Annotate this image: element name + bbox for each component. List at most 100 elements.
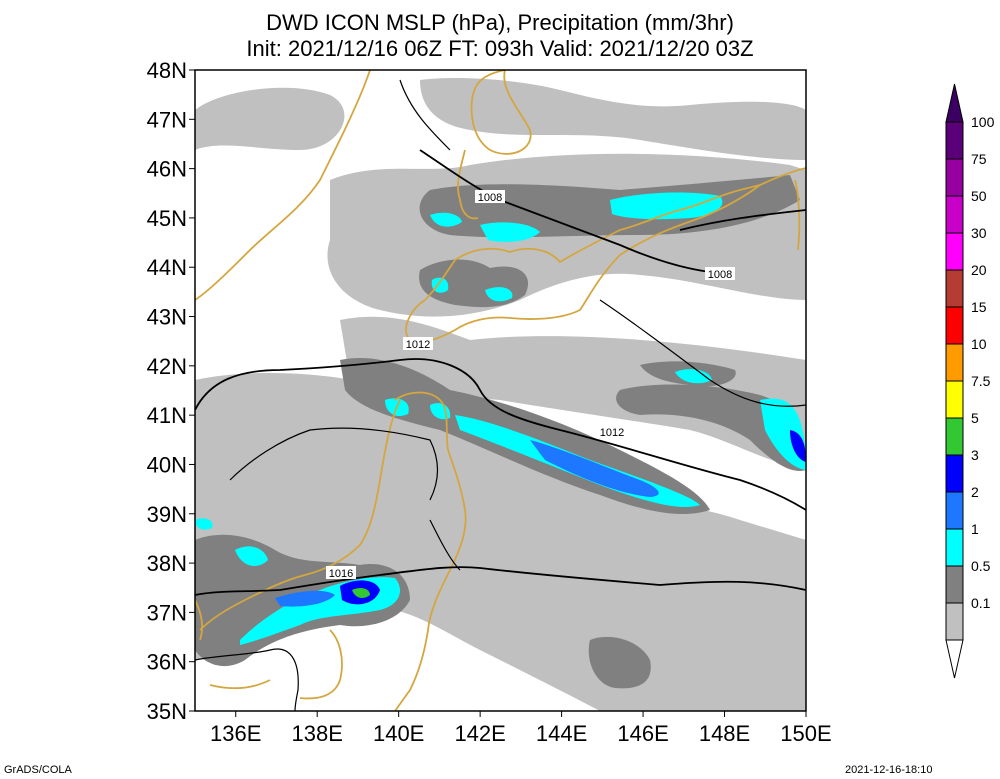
coastline-mainland	[194, 69, 371, 301]
colorbar-swatch	[945, 195, 964, 234]
lat-tick-label: 40N	[147, 452, 187, 477]
precip-area-light	[195, 87, 345, 150]
lat-tick-label: 48N	[147, 58, 187, 83]
coastline-sakhalin-south	[457, 149, 479, 220]
precip-area-cyan	[485, 287, 513, 302]
colorbar-swatch	[945, 491, 964, 530]
map-plot-area: 1008 1008 1012 1012 1016	[194, 69, 807, 712]
map-title: DWD ICON MSLP (hPa), Precipitation (mm/3…	[266, 10, 734, 35]
coastline-korea	[194, 599, 203, 641]
colorbar-label: 5	[971, 410, 979, 426]
footer-credit: GrADS/COLA	[4, 764, 73, 776]
isobar-label-bg	[597, 425, 627, 438]
precip-area-cyan	[480, 222, 540, 242]
precip-area-mid	[419, 175, 800, 238]
lat-tick-label: 46N	[147, 157, 187, 182]
coastline-kuril	[759, 167, 807, 186]
colorbar-swatch	[945, 602, 964, 641]
colorbar-label: 10	[971, 336, 987, 352]
precip-area-mid	[616, 384, 806, 471]
coastline-sakhalin	[470, 69, 532, 155]
isobar-1008	[419, 149, 711, 273]
isobar-layer: 1008 1008 1012 1012 1016	[194, 79, 807, 712]
lat-tick-label: 41N	[147, 403, 187, 428]
coastline-noto	[299, 629, 343, 700]
precip-area-cyan	[430, 212, 462, 227]
isobar-label: 1016	[329, 568, 353, 580]
precip-colorbar: 100 75 50 30 20 15 10 7.5 5 3 2 1 0.5 0.1	[945, 83, 995, 679]
colorbar-swatch	[945, 269, 964, 308]
isobar-1008-east	[679, 209, 807, 231]
lon-tick-label: 144E	[536, 721, 587, 746]
latitude-axis: 48N 47N 46N 45N 44N 43N 42N 41N 40N 39N 38N 37N 36N 3…	[147, 58, 195, 724]
lat-tick-label: 44N	[147, 255, 187, 280]
precip-area-light	[340, 316, 806, 470]
isobar-thin	[229, 427, 439, 501]
colorbar-label: 1	[971, 521, 979, 537]
lon-tick-label: 146E	[617, 721, 668, 746]
lon-tick-label: 136E	[210, 721, 261, 746]
precip-area-blue	[275, 590, 335, 607]
lat-tick-label: 39N	[147, 502, 187, 527]
coastline-honshu-east	[394, 391, 467, 712]
colorbar-swatch	[945, 232, 964, 271]
colorbar-bottom-arrow	[945, 639, 964, 679]
lon-tick-label: 148E	[699, 721, 750, 746]
colorbar-label: 50	[971, 188, 987, 204]
isobar-1016	[194, 566, 807, 596]
precip-area-cyan	[431, 277, 449, 293]
lat-tick-label: 36N	[147, 650, 187, 675]
colorbar-label: 2	[971, 484, 979, 500]
colorbar-swatch	[945, 121, 964, 160]
precip-area-light	[195, 373, 806, 711]
colorbar-swatch	[945, 343, 964, 382]
lat-tick-label: 43N	[147, 305, 187, 330]
colorbar-label: 7.5	[971, 373, 991, 389]
colorbar-label: 75	[971, 151, 987, 167]
colorbar-label: 30	[971, 225, 987, 241]
precip-area-dark-blue	[790, 430, 806, 462]
isobar-thin	[194, 648, 299, 712]
colorbar-swatch	[945, 528, 964, 567]
lat-tick-label: 37N	[147, 600, 187, 625]
colorbar-swatch	[945, 158, 964, 197]
colorbar-swatch	[945, 417, 964, 456]
isobar-label: 1012	[600, 427, 624, 439]
precip-area-cyan	[675, 369, 712, 384]
colorbar-swatch	[945, 454, 964, 493]
isobar-label-bg	[403, 337, 433, 350]
isobar-thin	[599, 299, 807, 407]
precip-area-cyan	[610, 192, 723, 220]
lat-tick-label: 47N	[147, 107, 187, 132]
lat-tick-label: 35N	[147, 699, 187, 724]
precip-area-blue	[530, 440, 659, 497]
isobar-label: 1012	[406, 339, 430, 351]
precip-area-cyan	[760, 398, 806, 470]
lon-tick-label: 142E	[454, 721, 505, 746]
isobar-1012	[194, 358, 807, 511]
isobar-label-bg	[326, 566, 356, 579]
lat-tick-label: 45N	[147, 206, 187, 231]
map-subtitle: Init: 2021/12/16 06Z FT: 093h Valid: 202…	[246, 36, 753, 61]
precip-area-cyan	[195, 518, 213, 530]
precip-area-mid	[588, 636, 651, 689]
precipitation-layer	[195, 78, 806, 711]
lat-tick-label: 42N	[147, 354, 187, 379]
lon-tick-label: 150E	[780, 721, 831, 746]
isobar-label-bg	[705, 267, 735, 280]
precip-area-cyan	[235, 546, 268, 566]
colorbar-label: 3	[971, 447, 979, 463]
colorbar-label: 0.5	[971, 558, 991, 574]
lon-tick-label: 140E	[373, 721, 424, 746]
lat-tick-label: 38N	[147, 551, 187, 576]
coastline-kii	[209, 679, 271, 690]
colorbar-top-arrow	[945, 83, 964, 123]
colorbar-swatch	[945, 380, 964, 419]
lon-tick-label: 138E	[292, 721, 343, 746]
footer-timestamp: 2021-12-16-18:10	[845, 764, 932, 776]
coastline-kamchatka-hint	[794, 179, 801, 251]
map-frame	[194, 69, 807, 712]
isobar-label: 1008	[478, 192, 502, 204]
isobar-thin	[399, 79, 451, 151]
